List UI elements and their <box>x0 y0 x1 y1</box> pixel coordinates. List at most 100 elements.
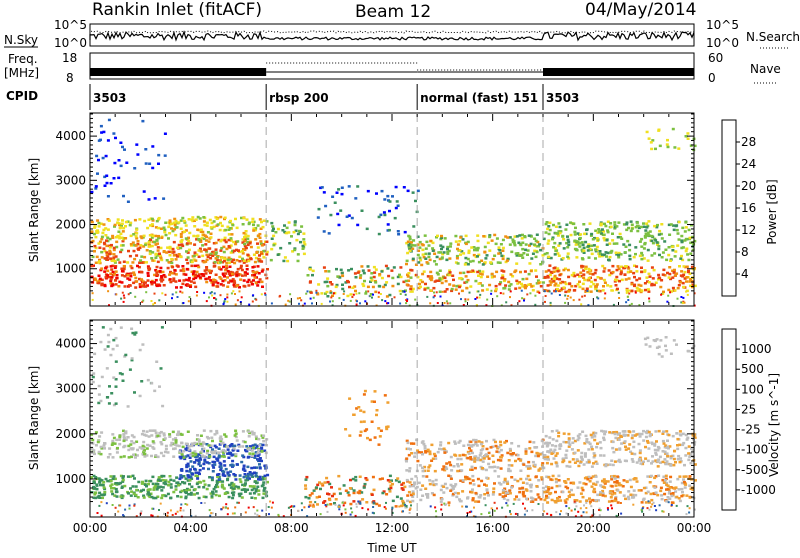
data-cell <box>639 452 642 455</box>
data-cell <box>577 449 580 452</box>
data-cell <box>191 442 194 445</box>
data-cell <box>125 221 128 224</box>
data-cell <box>170 262 173 265</box>
data-cell <box>97 495 100 498</box>
data-cell <box>143 220 146 223</box>
data-cell <box>680 239 683 242</box>
data-cell <box>657 458 660 461</box>
data-cell <box>156 220 159 223</box>
data-cell <box>220 247 223 250</box>
data-cell <box>173 479 176 482</box>
data-cell <box>486 492 489 495</box>
data-cell <box>185 503 187 505</box>
data-cell <box>190 265 193 268</box>
data-cell <box>509 510 511 512</box>
data-cell <box>409 485 412 488</box>
data-cell <box>112 339 115 342</box>
data-cell <box>534 498 537 501</box>
data-cell <box>416 460 419 463</box>
data-cell <box>580 303 582 305</box>
data-cell <box>429 271 432 274</box>
data-cell <box>208 476 211 479</box>
data-cell <box>196 483 199 486</box>
data-cell <box>514 460 517 463</box>
data-cell <box>112 376 115 379</box>
data-cell <box>106 182 109 185</box>
data-cell <box>610 478 613 481</box>
data-cell <box>647 290 650 293</box>
data-cell <box>634 434 637 437</box>
data-cell <box>194 277 197 280</box>
data-cell <box>553 278 556 281</box>
data-cell <box>545 223 548 226</box>
data-cell <box>662 291 665 294</box>
data-cell <box>528 273 531 276</box>
data-cell <box>517 454 520 457</box>
data-cell <box>206 450 209 453</box>
data-cell <box>681 227 684 230</box>
data-cell <box>107 228 110 231</box>
data-cell <box>667 146 670 149</box>
data-cell <box>387 275 390 278</box>
data-cell <box>530 451 533 454</box>
data-cell <box>579 233 582 236</box>
data-cell <box>97 512 99 514</box>
data-cell <box>241 496 244 499</box>
data-cell <box>253 492 256 495</box>
data-cell <box>98 385 101 388</box>
data-cell <box>122 446 125 449</box>
data-cell <box>409 269 412 272</box>
data-cell <box>640 289 643 292</box>
data-cell <box>179 291 181 293</box>
data-cell <box>424 488 427 491</box>
data-cell <box>315 292 317 294</box>
data-cell <box>603 267 606 270</box>
data-cell <box>634 253 637 256</box>
data-cell <box>547 476 550 479</box>
data-cell <box>108 385 111 388</box>
data-cell <box>304 303 306 305</box>
data-cell <box>123 265 126 268</box>
data-cell <box>568 444 571 447</box>
data-cell <box>624 251 627 254</box>
data-cell <box>132 447 135 450</box>
data-cell <box>146 447 149 450</box>
data-cell <box>465 300 467 302</box>
data-cell <box>488 466 491 469</box>
data-cell <box>324 281 327 284</box>
data-cell <box>469 292 471 294</box>
data-cell <box>617 256 620 259</box>
data-cell <box>225 248 228 251</box>
data-cell <box>121 487 124 490</box>
data-cell <box>640 238 643 241</box>
data-cell <box>635 477 638 480</box>
data-cell <box>567 252 570 255</box>
data-cell <box>448 274 451 277</box>
data-cell <box>120 249 123 252</box>
data-cell <box>563 432 566 435</box>
data-cell <box>149 445 152 448</box>
data-cell <box>244 484 247 487</box>
data-cell <box>612 464 615 467</box>
data-cell <box>101 256 104 259</box>
data-cell <box>676 448 679 451</box>
data-cell <box>592 283 595 286</box>
data-cell <box>449 464 452 467</box>
data-cell <box>127 405 130 408</box>
data-cell <box>207 468 210 471</box>
data-cell <box>625 265 628 268</box>
data-cell <box>214 445 217 448</box>
data-cell <box>647 507 649 509</box>
data-cell <box>201 454 204 457</box>
data-cell <box>452 279 455 282</box>
data-cell <box>212 466 215 469</box>
data-cell <box>495 445 498 448</box>
data-cell <box>474 492 477 495</box>
data-cell <box>378 233 381 236</box>
data-cell <box>558 278 561 281</box>
data-cell <box>257 234 260 237</box>
data-cell <box>315 486 318 489</box>
data-cell <box>685 248 688 251</box>
nave-right-bottom: 0 <box>708 71 716 85</box>
data-cell <box>143 190 146 193</box>
